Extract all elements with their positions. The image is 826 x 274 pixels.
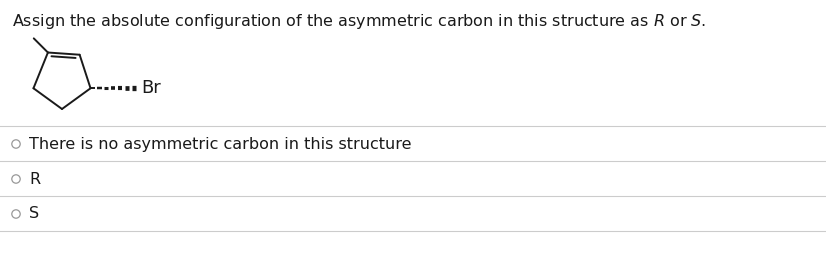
Text: R: R [29,172,40,187]
Text: S: S [29,207,39,221]
Text: Assign the absolute configuration of the asymmetric carbon in this structure as : Assign the absolute configuration of the… [12,12,706,31]
Text: Br: Br [141,79,161,97]
Text: There is no asymmetric carbon in this structure: There is no asymmetric carbon in this st… [29,136,411,152]
